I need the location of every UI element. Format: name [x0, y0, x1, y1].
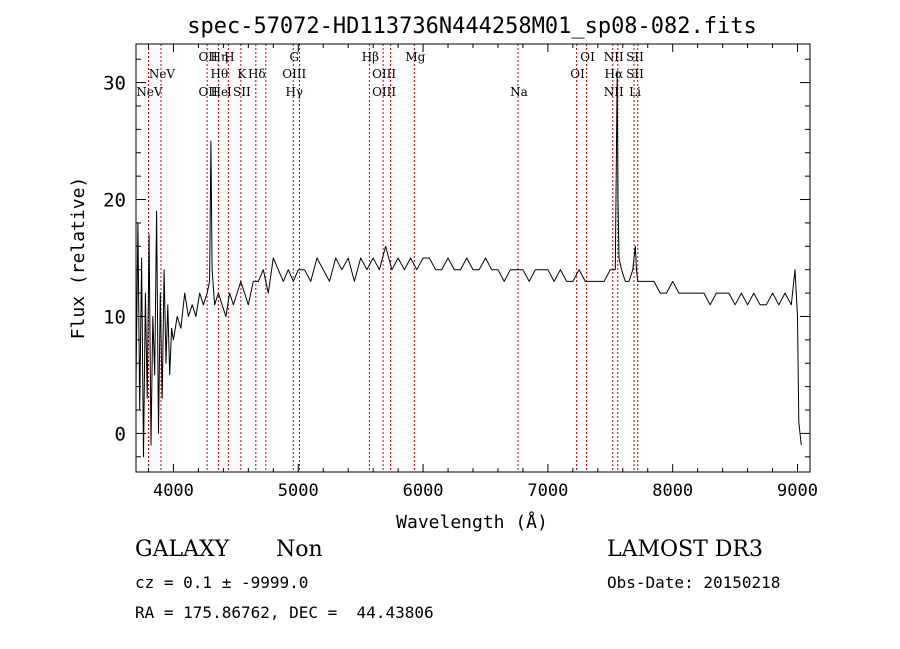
- x-tick-label: 7000: [527, 481, 568, 501]
- line-marker-label: OIII: [372, 85, 396, 99]
- object-class: GALAXY: [135, 537, 230, 562]
- y-tick-label: 10: [103, 306, 126, 328]
- line-marker-label: Hγ: [285, 85, 303, 99]
- line-marker-label: SII: [626, 67, 644, 81]
- x-tick-label: 5000: [278, 481, 319, 501]
- x-tick-label: 8000: [652, 481, 693, 501]
- x-tick-label: 9000: [777, 481, 818, 501]
- emission-line-markers: [147, 44, 639, 472]
- line-marker-label: OI: [580, 50, 595, 64]
- obs-date: Obs-Date: 20150218: [607, 573, 781, 592]
- line-marker-label: NeV: [136, 85, 163, 99]
- survey-name: LAMOST DR3: [607, 537, 763, 562]
- line-marker-label: I: [227, 85, 232, 99]
- chart-title: spec-57072-HD113736N444258M01_sp08-082.f…: [187, 14, 757, 39]
- line-marker-label: Na: [510, 85, 528, 99]
- y-axis-label: Flux (relative): [68, 177, 89, 340]
- line-marker-label: Hθ: [211, 67, 229, 81]
- line-marker-label: He: [211, 85, 229, 99]
- emission-line-labels: NeVNeVOIIOIIHηHθHeHIKSIIHδGOIIIHγHβOIIIO…: [136, 50, 644, 99]
- x-axis-label: Wavelength (Å): [396, 511, 548, 533]
- line-marker-label: Mg: [405, 50, 425, 64]
- line-marker-label: OII: [198, 50, 218, 64]
- line-marker-label: SII: [233, 85, 251, 99]
- line-marker-label: NII: [604, 50, 624, 64]
- x-axis-ticks: 4000 5000 6000 7000 8000 9000: [147, 44, 818, 501]
- x-tick-label: 6000: [403, 481, 444, 501]
- line-marker-label: OIII: [282, 67, 306, 81]
- line-marker-label: Hδ: [248, 67, 266, 81]
- line-marker-label: Hα: [605, 67, 624, 81]
- object-subclass: Non: [276, 537, 323, 562]
- line-marker-label: Hβ: [362, 50, 379, 64]
- coordinates: RA = 175.86762, DEC = 44.43806: [135, 603, 434, 622]
- y-tick-label: 0: [115, 423, 126, 445]
- y-tick-label: 20: [103, 190, 126, 212]
- line-marker-label: OI: [570, 67, 585, 81]
- line-marker-label: Hη: [211, 50, 229, 64]
- line-marker-label: OIII: [372, 67, 396, 81]
- line-marker-label: OII: [198, 85, 218, 99]
- y-axis-ticks: 0 10 20 30: [103, 58, 810, 458]
- spectrum-line: [135, 70, 802, 458]
- line-marker-label: K: [237, 67, 247, 81]
- plot-frame: [135, 43, 811, 473]
- line-marker-label: SII: [626, 50, 644, 64]
- line-marker-label: Li: [629, 85, 641, 99]
- y-tick-label: 30: [103, 73, 126, 95]
- x-tick-label: 4000: [153, 481, 194, 501]
- line-marker-label: NII: [604, 85, 624, 99]
- cz-value: cz = 0.1 ± -9999.0: [135, 573, 309, 592]
- line-marker-label: H: [224, 50, 234, 64]
- line-marker-label: NeV: [149, 67, 176, 81]
- line-marker-label: G: [289, 50, 299, 64]
